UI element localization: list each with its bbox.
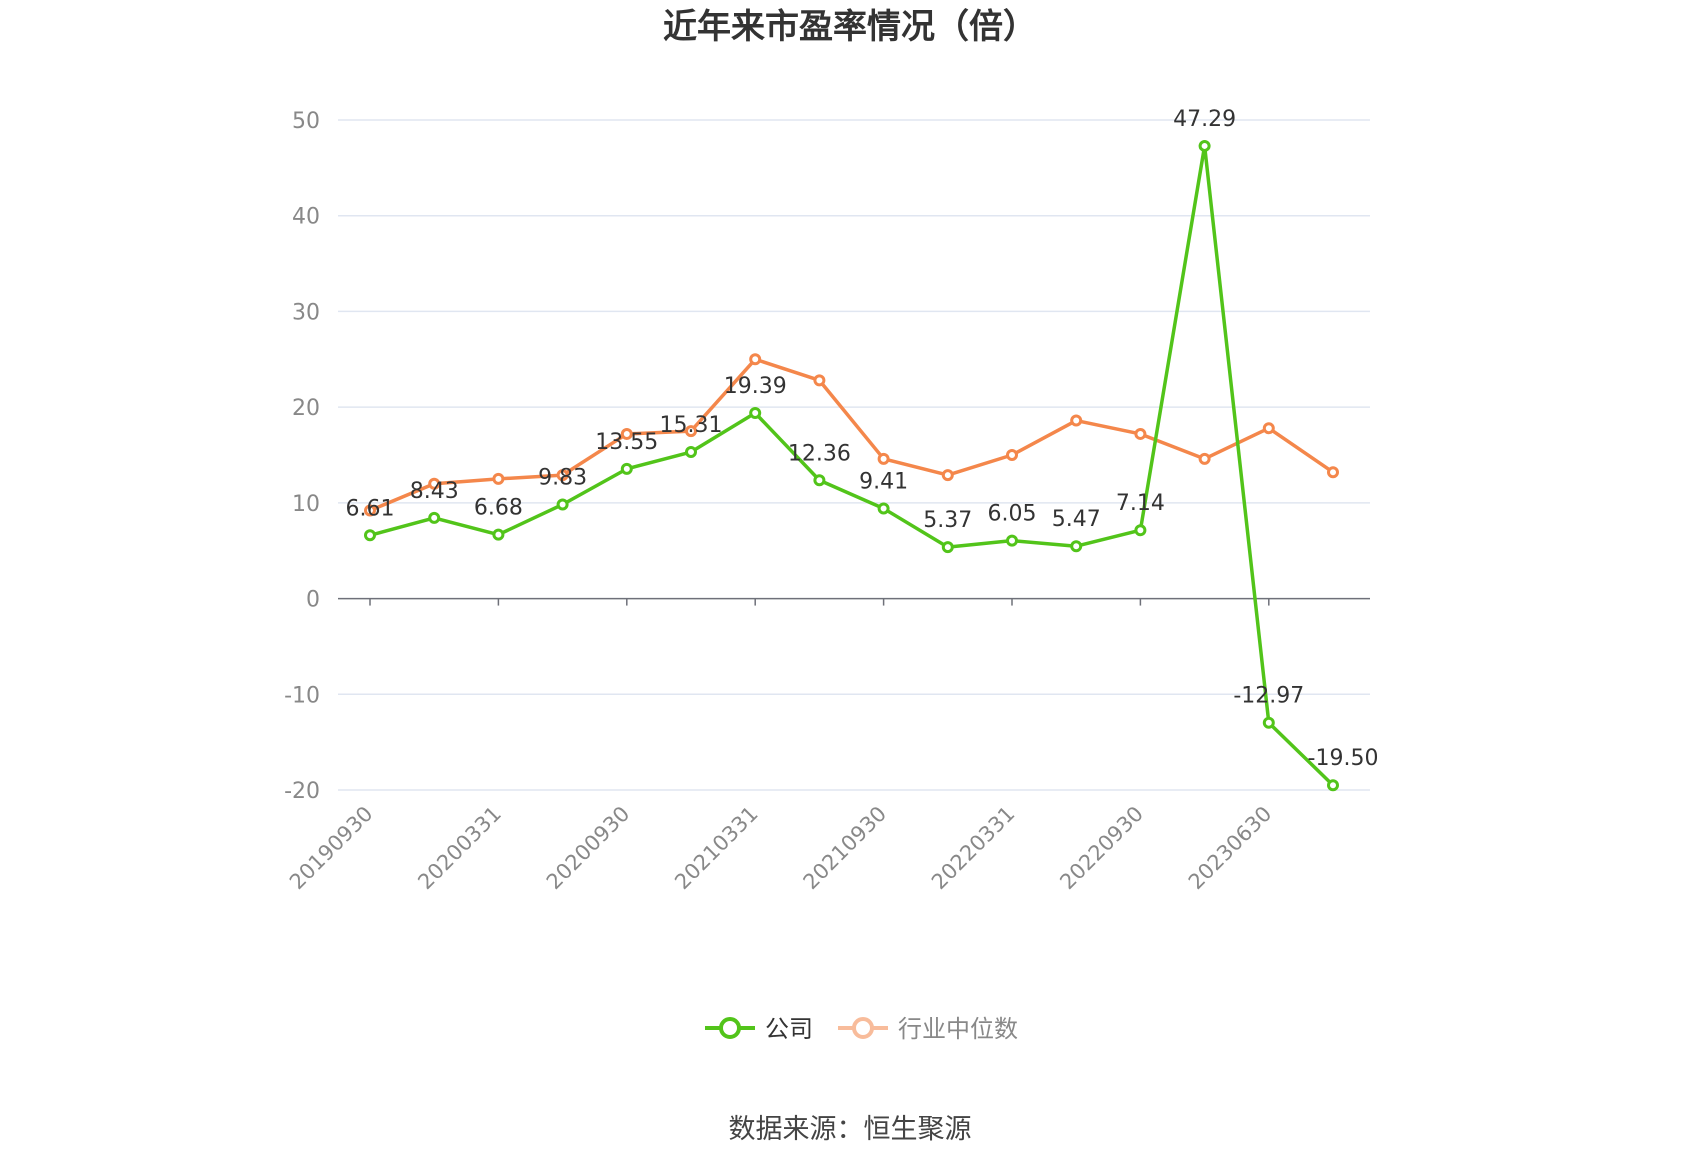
data-point (492, 528, 505, 541)
data-source-note: 数据来源：恒生聚源 (729, 1114, 972, 1145)
data-point (685, 446, 697, 459)
data-label: 5.37 (923, 508, 972, 533)
series-lines (364, 139, 1339, 792)
y-tick-label: -10 (284, 683, 320, 708)
data-point (877, 502, 890, 515)
y-tick-label: 30 (292, 300, 320, 325)
legend-marker-icon (852, 1017, 874, 1039)
series-line-行业中位数 (369, 357, 1334, 513)
data-point (813, 474, 826, 487)
legend-marker-icon (719, 1017, 741, 1039)
x-tick-label: 20220331 (927, 802, 1020, 895)
y-tick-label: -20 (284, 779, 320, 804)
data-point (749, 406, 762, 419)
data-point (877, 452, 890, 465)
data-point (428, 477, 441, 490)
legend-label: 行业中位数 (898, 1015, 1018, 1043)
data-label: 13.55 (595, 430, 658, 455)
data-label: 6.61 (346, 496, 395, 521)
data-label: -19.50 (1308, 746, 1379, 771)
data-point (1006, 534, 1018, 547)
data-label: 7.14 (1116, 491, 1165, 516)
x-tick-label: 20200930 (542, 802, 635, 895)
data-point (813, 374, 826, 387)
data-point (1198, 452, 1211, 465)
x-tick-label: 20190930 (285, 802, 378, 895)
data-point (1327, 466, 1339, 479)
data-point (941, 541, 954, 554)
data-point (556, 469, 569, 482)
data-label: 5.47 (1052, 507, 1101, 532)
data-point (620, 462, 633, 475)
data-label: 12.36 (788, 441, 851, 466)
data-point (556, 498, 569, 511)
data-point (1134, 524, 1147, 537)
data-point (1070, 540, 1083, 553)
series-line-公司 (369, 144, 1335, 787)
grid-lines (338, 119, 1370, 791)
data-label: 15.31 (660, 413, 723, 438)
data-label: 19.39 (724, 374, 787, 399)
y-tick-label: 40 (292, 205, 320, 230)
data-point (492, 472, 505, 485)
data-label: 47.29 (1173, 107, 1236, 132)
y-tick-label: 10 (292, 492, 320, 517)
data-label: 6.68 (474, 496, 523, 521)
data-point (620, 427, 633, 440)
x-tick-label: 20210930 (799, 802, 892, 895)
y-tick-label: 0 (306, 588, 320, 613)
data-label: 9.83 (538, 465, 587, 490)
data-point (428, 511, 441, 524)
data-point (1262, 422, 1275, 435)
data-point (1262, 716, 1275, 729)
data-point (1006, 449, 1018, 461)
data-point (1198, 139, 1211, 152)
x-tick-label: 20200331 (413, 802, 506, 895)
data-point (1070, 414, 1083, 427)
data-point (941, 469, 954, 482)
legend-label: 公司 (765, 1015, 813, 1043)
data-label: 9.41 (859, 470, 908, 495)
chart-title: 近年来市盈率情况（倍） (663, 7, 1037, 47)
data-label: 8.43 (410, 479, 459, 504)
y-tick-label: 20 (292, 396, 320, 421)
x-tick-label: 20210331 (670, 802, 763, 895)
data-point (364, 529, 376, 542)
legend-item[interactable] (838, 1017, 888, 1039)
data-label: -12.97 (1233, 684, 1304, 709)
x-tick-label: 20220930 (1055, 802, 1148, 895)
y-tick-label: 50 (292, 109, 320, 134)
x-tick-label: 20230630 (1184, 802, 1277, 895)
legend: 公司 行业中位数 (705, 1015, 1018, 1043)
data-label: 6.05 (988, 502, 1037, 527)
data-point (685, 425, 697, 438)
data-point (749, 353, 762, 366)
data-point (364, 504, 376, 517)
data-point (1327, 779, 1339, 792)
data-point (1134, 427, 1147, 440)
legend-item[interactable] (705, 1017, 755, 1039)
